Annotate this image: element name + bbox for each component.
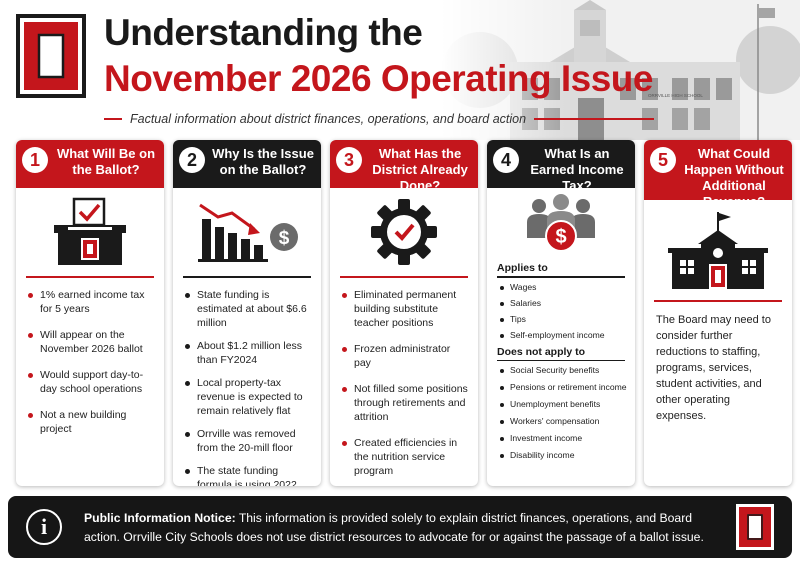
bullet-list: State funding is estimated at about $6.6… xyxy=(173,278,321,486)
not-apply-list: Social Security benefits Pensions or ret… xyxy=(487,365,635,461)
list-item: Not a new building project xyxy=(26,408,156,436)
page-subtitle: Factual information about district finan… xyxy=(130,112,527,126)
bullet-list: 1% earned income tax for 5 years Will ap… xyxy=(16,278,164,436)
illustration xyxy=(330,188,478,276)
ballot-box-icon xyxy=(54,197,126,265)
school-building-background xyxy=(440,0,800,140)
notice-text: Public Information Notice: This informat… xyxy=(84,509,704,547)
applies-list: Wages Salaries Tips Self-employment inco… xyxy=(487,282,635,341)
card-header: 5 What Could Happen Without Additional R… xyxy=(644,140,792,209)
page-title-line-1: Understanding the xyxy=(104,12,423,53)
list-item: Orrville was removed from the 20-mill fl… xyxy=(183,427,313,455)
list-item: Not filled some positions through retire… xyxy=(340,382,470,424)
list-item: Workers' compensation xyxy=(499,416,627,427)
subtitle-rule-right xyxy=(534,118,654,120)
list-item: Investment income xyxy=(499,433,627,444)
subtitle-rule-left xyxy=(104,118,122,120)
list-item: State funding is estimated at about $6.6… xyxy=(183,288,313,330)
subtitle-row: Factual information about district finan… xyxy=(104,112,654,126)
list-item: About $1.2 million less than FY2024 xyxy=(183,339,313,367)
list-item: Wages xyxy=(499,282,627,293)
illustration: $ xyxy=(173,188,321,276)
card-number: 1 xyxy=(22,147,48,173)
notice-label: Public Information Notice: xyxy=(84,511,236,525)
card-heading: What Is an Earned Income Tax? xyxy=(530,146,624,193)
divider xyxy=(497,359,625,361)
list-item: Salaries xyxy=(499,298,627,309)
list-item: Will appear on the November 2026 ballot xyxy=(26,328,156,356)
card-heading: What Will Be on the Ballot? xyxy=(56,146,156,177)
card-header: 1 What Will Be on the Ballot? xyxy=(16,140,164,188)
list-item: Eliminated permanent building substitute… xyxy=(340,288,470,330)
divider xyxy=(340,276,468,278)
block-o-logo xyxy=(16,14,86,98)
list-item: Disability income xyxy=(499,450,627,461)
card-header: 2 Why Is the Issue on the Ballot? xyxy=(173,140,321,188)
divider xyxy=(654,300,782,302)
card-earned-income-tax: 4 What Is an Earned Income Tax? $ Applie… xyxy=(487,140,635,486)
applies-to-label: Applies to xyxy=(497,262,548,274)
info-icon: i xyxy=(26,509,62,545)
list-item: Frozen administrator pay xyxy=(340,342,470,370)
people-dollar-icon: $ xyxy=(527,194,595,252)
list-item: Self-employment income xyxy=(499,330,627,341)
card-heading: What Has the District Already Done? xyxy=(372,146,468,193)
page-title-line-2: November 2026 Operating Issue xyxy=(104,58,653,99)
card-heading: Why Is the Issue on the Ballot? xyxy=(212,146,314,177)
block-o-logo xyxy=(736,504,774,550)
list-item: Would support day-to-day school operatio… xyxy=(26,368,156,396)
list-item: Social Security benefits xyxy=(499,365,627,376)
card-number: 5 xyxy=(650,147,676,173)
does-not-apply-label: Does not apply to xyxy=(497,345,586,358)
card-actions: 3 What Has the District Already Done? El… xyxy=(330,140,478,486)
svg-text:$: $ xyxy=(555,226,566,248)
list-item: Pensions or retirement income xyxy=(499,382,627,393)
card-ballot: 1 What Will Be on the Ballot? 1% earned … xyxy=(16,140,164,486)
bullet-list: Eliminated permanent building substitute… xyxy=(330,278,478,478)
school-building-icon xyxy=(668,212,768,289)
list-item: Local property-tax revenue is expected t… xyxy=(183,376,313,418)
school-sign-text: ORRVILLE HIGH SCHOOL xyxy=(648,93,703,98)
notice-body: This information is provided solely to e… xyxy=(84,511,704,544)
card-why: 2 Why Is the Issue on the Ballot? $ Stat… xyxy=(173,140,321,486)
list-item: 1% earned income tax for 5 years xyxy=(26,288,156,316)
card-consequences: 5 What Could Happen Without Additional R… xyxy=(644,140,792,486)
divider xyxy=(183,276,311,278)
divider xyxy=(497,276,625,278)
card-header: 4 What Is an Earned Income Tax? xyxy=(487,140,635,193)
divider xyxy=(26,276,154,278)
list-item: The state funding formula is using 2022 … xyxy=(183,464,313,486)
card-heading: What Could Happen Without Additional Rev… xyxy=(684,146,784,209)
card-number: 2 xyxy=(179,147,205,173)
illustration xyxy=(16,188,164,276)
header: ORRVILLE HIGH SCHOOL Understanding the N… xyxy=(0,0,800,140)
gear-check-icon xyxy=(371,199,437,265)
public-notice-footer: i Public Information Notice: This inform… xyxy=(8,496,792,558)
list-item: Created efficiencies in the nutrition se… xyxy=(340,436,470,478)
illustration xyxy=(644,200,792,300)
svg-text:$: $ xyxy=(279,228,290,249)
consequence-paragraph: The Board may need to consider further r… xyxy=(656,314,771,422)
declining-bar-chart-icon: $ xyxy=(198,203,298,262)
card-number: 3 xyxy=(336,147,362,173)
illustration: $ xyxy=(487,188,635,262)
list-item: Tips xyxy=(499,314,627,325)
card-header: 3 What Has the District Already Done? xyxy=(330,140,478,193)
list-item: Unemployment benefits xyxy=(499,399,627,410)
card-number: 4 xyxy=(493,147,519,173)
